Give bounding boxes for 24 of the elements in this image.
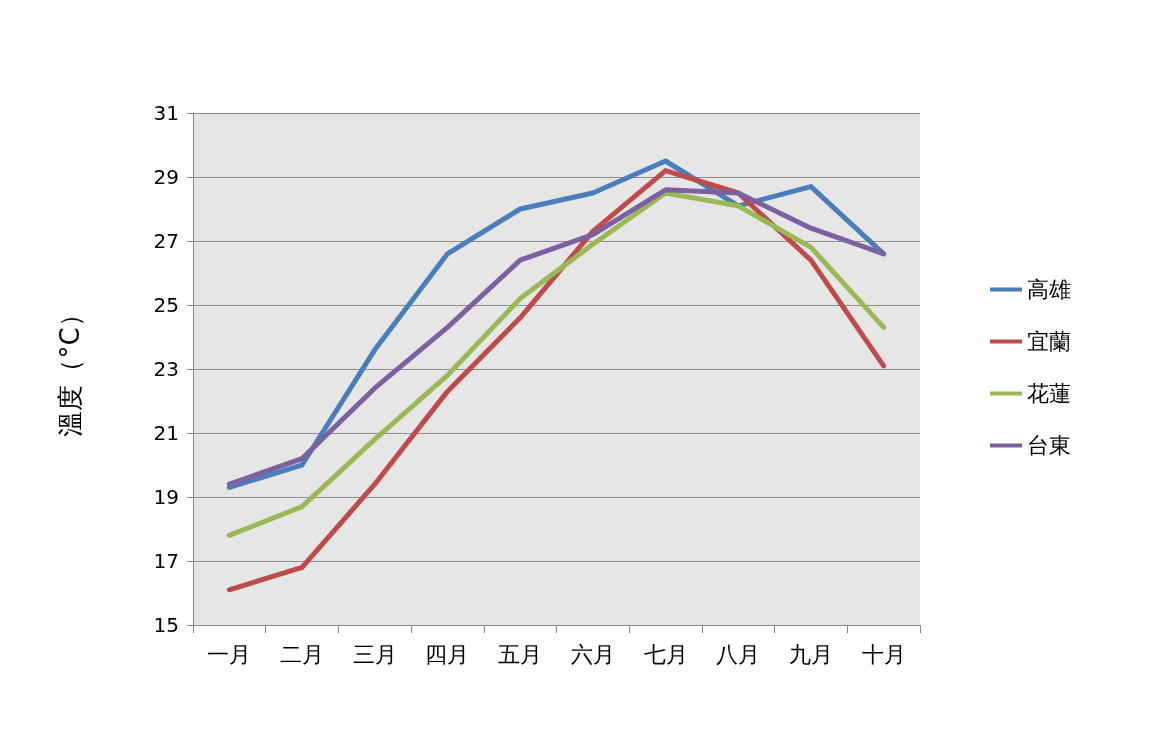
x-tick-label: 九月 xyxy=(788,641,833,667)
y-tick-label: 25 xyxy=(153,293,179,317)
x-tick-label: 七月 xyxy=(643,641,688,667)
x-tick-label: 四月 xyxy=(425,641,470,667)
y-tick-label: 29 xyxy=(153,165,179,189)
x-tick-label: 五月 xyxy=(498,641,543,667)
y-tick-label: 21 xyxy=(153,421,179,445)
y-tick-label: 19 xyxy=(153,485,179,509)
x-tick-label: 三月 xyxy=(352,641,397,667)
x-tick-label: 六月 xyxy=(570,641,615,667)
y-tick-label: 17 xyxy=(153,549,179,573)
y-tick-label: 27 xyxy=(153,229,179,253)
legend-label: 花蓮 xyxy=(1027,381,1071,406)
y-tick-label: 31 xyxy=(153,101,179,125)
y-tick-label: 15 xyxy=(153,613,179,637)
legend-label: 宜蘭 xyxy=(1027,329,1071,354)
x-tick-label: 十月 xyxy=(861,641,906,667)
x-tick-label: 八月 xyxy=(716,641,761,667)
x-tick-label: 二月 xyxy=(280,641,325,667)
legend-label: 高雄 xyxy=(1027,277,1071,302)
legend-label: 台東 xyxy=(1027,433,1071,458)
x-tick-label: 一月 xyxy=(207,641,252,667)
y-tick-label: 23 xyxy=(153,357,179,381)
y-axis-title: 溫度（°C） xyxy=(55,301,85,437)
